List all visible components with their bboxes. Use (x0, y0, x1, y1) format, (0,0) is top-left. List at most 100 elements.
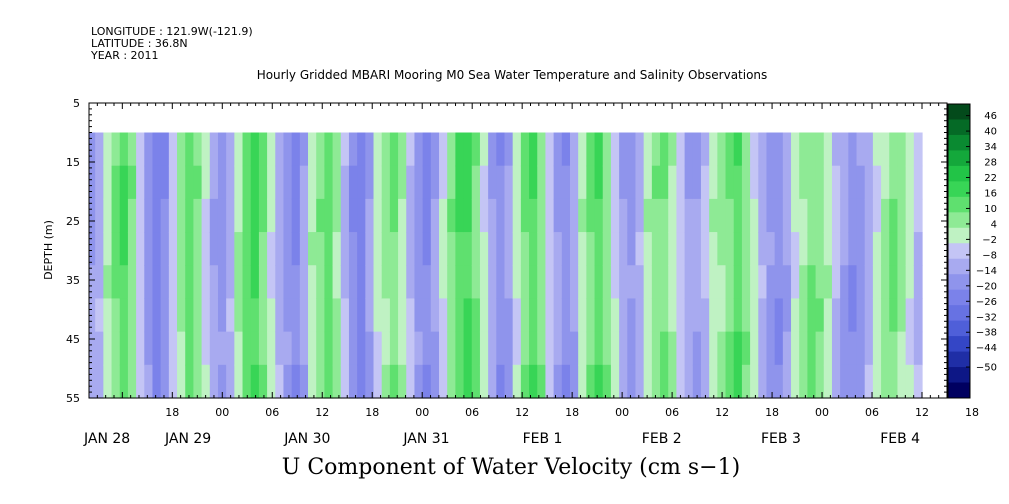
heatmap-cell (791, 198, 800, 233)
heatmap-cell (578, 265, 587, 300)
colorbar-label: 28 (984, 158, 997, 169)
heatmap-cell (782, 165, 792, 200)
heatmap-cell (463, 331, 473, 366)
heatmap-cell (586, 165, 596, 200)
heatmap-cell (193, 331, 203, 366)
heatmap-cell (610, 132, 620, 167)
heatmap-cell (660, 364, 669, 399)
heatmap-cell (717, 165, 727, 200)
heatmap-cell (95, 364, 104, 399)
heatmap-cell (578, 198, 587, 233)
heatmap-cell (799, 165, 808, 200)
heatmap-cell (308, 132, 317, 167)
heatmap-cell (111, 331, 121, 366)
heatmap-cell (676, 364, 686, 399)
heatmap-cell (406, 298, 416, 333)
heatmap-cell (283, 198, 293, 233)
heatmap-cell (774, 165, 784, 200)
heatmap-cell (357, 265, 366, 300)
heatmap-cell (324, 198, 334, 233)
heatmap-cell (283, 364, 293, 399)
heatmap-cell (627, 331, 637, 366)
heatmap-cell (840, 298, 849, 333)
heatmap-cell (439, 331, 448, 366)
heatmap-cell (299, 265, 309, 300)
heatmap-cell (324, 364, 334, 399)
heatmap-cell (496, 132, 506, 167)
heatmap-cell (496, 198, 506, 233)
heatmap-cell (774, 331, 784, 366)
heatmap-cell (406, 165, 416, 200)
heatmap-cell (496, 364, 506, 399)
heatmap-cell (905, 232, 915, 266)
heatmap-cell (586, 232, 596, 266)
heatmap-cell (545, 331, 555, 366)
heatmap-cell (905, 265, 915, 300)
heatmap-cell (529, 232, 538, 266)
y-tick-label: 5 (73, 97, 80, 110)
heatmap-cell (651, 232, 661, 266)
heatmap-cell (684, 232, 694, 266)
heatmap-cell (529, 265, 538, 300)
heatmap-cell (594, 232, 604, 266)
heatmap-cell (758, 364, 768, 399)
heatmap-cell (160, 132, 170, 167)
heatmap-cell (258, 198, 268, 233)
heatmap-cell (627, 232, 637, 266)
heatmap-cell (398, 232, 407, 266)
heatmap-cell (537, 364, 547, 399)
heatmap-cell (340, 331, 350, 366)
heatmap-cell (250, 165, 260, 200)
heatmap-cell (831, 331, 841, 366)
x-day-label: FEB 1 (523, 431, 563, 447)
heatmap-cell (193, 132, 203, 167)
heatmap-cell (406, 331, 416, 366)
heatmap-cell (848, 232, 858, 266)
heatmap-cell (242, 165, 252, 200)
heatmap-cell (553, 198, 563, 233)
heatmap-cell (209, 165, 219, 200)
heatmap-cell (127, 165, 137, 200)
heatmap-cell (643, 331, 653, 366)
heatmap-cell (610, 364, 620, 399)
heatmap-cell (316, 198, 325, 233)
heatmap-cell (709, 364, 718, 399)
heatmap-cell (152, 232, 162, 266)
heatmap-cell (717, 331, 727, 366)
heatmap-cell (905, 132, 915, 167)
heatmap-cell (619, 298, 628, 333)
heatmap-cell (283, 298, 293, 333)
heatmap-cell (823, 132, 833, 167)
heatmap-cell (897, 265, 907, 300)
heatmap-cell (168, 265, 178, 300)
heatmap-cell (881, 298, 890, 333)
heatmap-cell (643, 232, 653, 266)
heatmap-cell (913, 298, 923, 333)
heatmap-cell (807, 331, 817, 366)
heatmap-cell (831, 198, 841, 233)
heatmap-cell (357, 298, 366, 333)
heatmap-cell (561, 331, 571, 366)
heatmap-cell (365, 331, 375, 366)
heatmap-cell (815, 364, 825, 399)
heatmap-cell (856, 298, 866, 333)
heatmap-cell (709, 165, 718, 200)
heatmap-cell (299, 132, 309, 167)
heatmap-cell (95, 232, 104, 266)
heatmap-cell (357, 364, 366, 399)
heatmap-cell (627, 364, 637, 399)
heatmap-cell (136, 364, 145, 399)
heatmap-cell (177, 364, 186, 399)
heatmap-cell (774, 132, 784, 167)
heatmap-cells (89, 132, 923, 399)
heatmap-cell (569, 331, 579, 366)
heatmap-cell (553, 165, 563, 200)
heatmap-cell (127, 198, 137, 233)
heatmap-cell (119, 265, 129, 300)
heatmap-cell (700, 165, 710, 200)
heatmap-cell (594, 165, 604, 200)
heatmap-cell (217, 298, 227, 333)
colorbar-swatch (948, 227, 970, 244)
heatmap-cell (627, 165, 637, 200)
heatmap-cell (840, 232, 849, 266)
